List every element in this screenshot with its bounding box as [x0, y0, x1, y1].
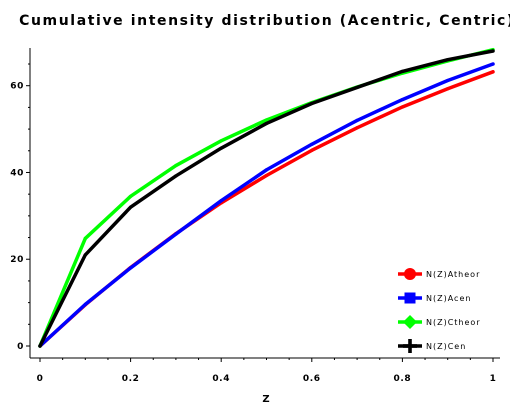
x-tick-label: 0.8: [394, 374, 412, 384]
x-tick-label: 0.4: [212, 374, 230, 384]
legend-item: N(Z)Cen: [398, 339, 466, 353]
data-point: [310, 148, 314, 152]
y-tick-label: 60: [10, 82, 24, 92]
legend-label: N(Z)Cen: [426, 342, 466, 351]
data-point: [264, 121, 269, 126]
data-point: [355, 126, 359, 130]
data-point: [219, 146, 223, 150]
legend-item: N(Z)Atheor: [398, 268, 480, 280]
legend-label: N(Z)Acen: [426, 294, 471, 303]
x-tick-label: 1: [490, 374, 497, 384]
axes: 0 0.2 0.4 0.6 0.8 1 0 20 40 60: [10, 48, 500, 384]
data-point: [400, 97, 404, 102]
data-point: [219, 139, 223, 143]
data-point: [264, 118, 269, 122]
legend-marker-diamond: [403, 315, 417, 329]
data-point: [174, 232, 178, 236]
data-point: [446, 78, 450, 83]
data-point: [264, 168, 269, 172]
data-point: [446, 87, 450, 91]
data-point: [446, 58, 450, 62]
data-point: [310, 142, 314, 146]
x-axis-label: Z: [262, 394, 269, 405]
y-tick-label: 20: [10, 255, 24, 265]
legend-marker-plus-h: [403, 344, 417, 348]
data-point: [219, 199, 223, 203]
data-point: [400, 105, 404, 109]
y-tick-label: 0: [17, 342, 24, 352]
series-line: [38, 70, 495, 348]
data-point: [264, 173, 269, 178]
plot-area: [38, 47, 495, 348]
data-point: [355, 118, 359, 123]
data-point: [129, 266, 133, 270]
data-point: [310, 101, 314, 106]
data-point: [174, 163, 178, 168]
data-point: [129, 205, 133, 209]
data-point: [83, 253, 87, 257]
legend-label: N(Z)Atheor: [426, 270, 480, 279]
chart-title: Cumulative intensity distribution (Acent…: [19, 13, 510, 29]
data-point: [83, 302, 87, 306]
series-line: [38, 62, 495, 348]
data-point: [355, 85, 359, 90]
x-tick-label: 0.2: [122, 374, 140, 384]
data-point: [491, 62, 495, 66]
legend-marker-square: [404, 292, 416, 304]
data-point: [400, 69, 404, 73]
legend: N(Z)Atheor N(Z)Acen N(Z)Ctheor N(Z)Cen: [398, 268, 481, 353]
legend-marker-circle: [404, 268, 416, 280]
x-tick-label: 0: [37, 374, 44, 384]
legend-item: N(Z)Acen: [398, 292, 471, 304]
data-point: [38, 344, 42, 348]
legend-item: N(Z)Ctheor: [398, 315, 481, 329]
data-point: [491, 49, 495, 53]
data-point: [491, 70, 495, 74]
data-point: [129, 194, 133, 198]
data-point: [83, 236, 87, 241]
y-tick-label: 40: [10, 168, 24, 178]
legend-label: N(Z)Ctheor: [426, 318, 481, 327]
data-point: [174, 174, 178, 178]
x-tick-label: 0.6: [303, 374, 321, 384]
